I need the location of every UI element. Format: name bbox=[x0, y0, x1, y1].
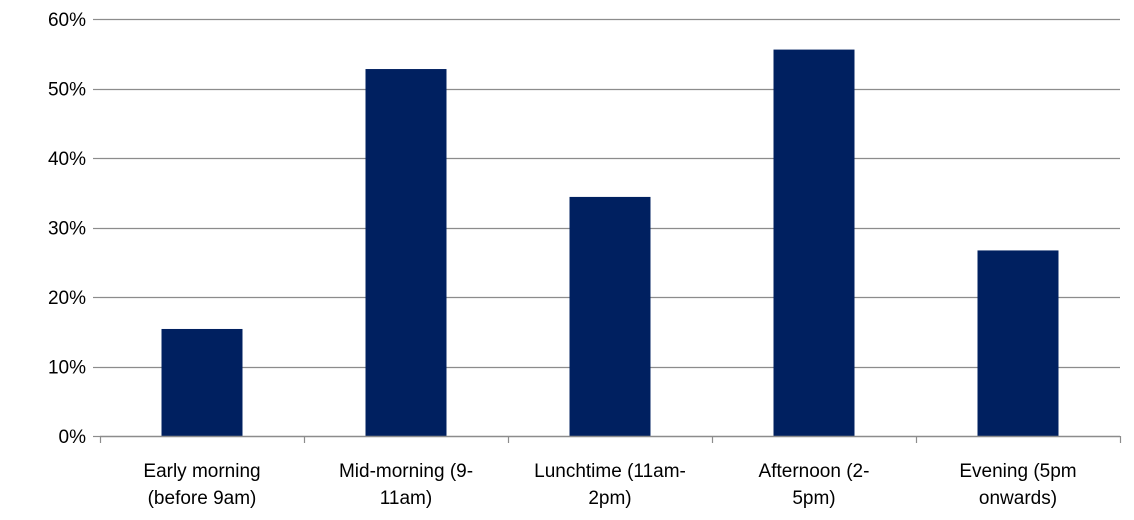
y-tick-label: 20% bbox=[48, 288, 86, 309]
x-category-label-line: Afternoon (2- bbox=[759, 461, 870, 482]
bar bbox=[161, 328, 243, 436]
y-tick-label: 60% bbox=[48, 10, 86, 31]
bar bbox=[365, 69, 447, 436]
x-category-label-line: 11am) bbox=[380, 488, 432, 509]
x-category-label: Evening (5pm onwards) bbox=[959, 461, 1076, 509]
x-axis-category-labels: Early morning (before 9am) Mid-morning (9-… bbox=[143, 461, 1076, 509]
x-category-label-line: Lunchtime (11am- bbox=[534, 461, 686, 482]
x-axis bbox=[99, 435, 1122, 443]
x-category-label: Early morning (before 9am) bbox=[143, 461, 260, 509]
bars bbox=[161, 49, 1059, 437]
x-category-label: Mid-morning (9- 11am) bbox=[339, 461, 473, 509]
y-axis-tick-labels: 0% 10% 20% 30% 40% 50% 60% bbox=[48, 10, 100, 448]
x-category-label-line: Mid-morning (9- bbox=[339, 461, 473, 482]
y-tick-label: 10% bbox=[48, 358, 86, 379]
y-tick-label: 50% bbox=[48, 80, 86, 101]
bar bbox=[773, 49, 855, 437]
x-category-label: Afternoon (2- 5pm) bbox=[759, 461, 870, 509]
bar bbox=[977, 250, 1059, 436]
y-tick-label: 30% bbox=[48, 219, 86, 240]
x-category-label-line: onwards) bbox=[979, 488, 1057, 509]
x-category-label-line: (before 9am) bbox=[148, 488, 257, 509]
x-category-label-line: Early morning bbox=[143, 461, 260, 482]
x-category-label: Lunchtime (11am- 2pm) bbox=[534, 461, 686, 509]
y-tick-label: 0% bbox=[59, 427, 87, 448]
x-category-label-line: Evening (5pm bbox=[959, 461, 1076, 482]
x-category-label-line: 2pm) bbox=[588, 488, 631, 509]
x-category-label-line: 5pm) bbox=[792, 488, 835, 509]
bar bbox=[569, 196, 651, 436]
y-tick-label: 40% bbox=[48, 149, 86, 170]
